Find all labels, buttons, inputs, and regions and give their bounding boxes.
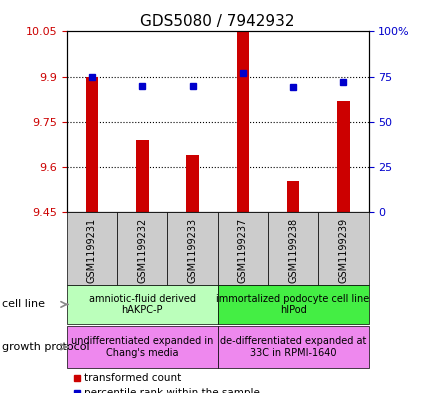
Text: de-differentiated expanded at
33C in RPMI-1640: de-differentiated expanded at 33C in RPM… [219, 336, 366, 358]
Text: GSM1199232: GSM1199232 [137, 217, 147, 283]
Bar [67, 285, 217, 324]
Text: growth protocol: growth protocol [2, 342, 89, 352]
Bar [86, 77, 98, 212]
Text: GSM1199238: GSM1199238 [287, 218, 298, 283]
Text: GSM1199239: GSM1199239 [338, 218, 347, 283]
Text: amniotic-fluid derived
hAKPC-P: amniotic-fluid derived hAKPC-P [89, 294, 195, 315]
Bar [336, 101, 349, 212]
Text: GSM1199231: GSM1199231 [87, 218, 97, 283]
Bar [67, 212, 117, 285]
Bar [186, 155, 198, 212]
Text: undifferentiated expanded in
Chang's media: undifferentiated expanded in Chang's med… [71, 336, 213, 358]
Text: immortalized podocyte cell line
hIPod: immortalized podocyte cell line hIPod [216, 294, 369, 315]
Text: transformed count: transformed count [84, 373, 181, 383]
Bar [135, 140, 148, 212]
Bar [317, 212, 368, 285]
Bar [217, 326, 368, 368]
Bar [267, 212, 317, 285]
Bar [217, 285, 368, 324]
Title: GDS5080 / 7942932: GDS5080 / 7942932 [140, 14, 294, 29]
Bar [217, 212, 267, 285]
Bar [236, 31, 249, 212]
Bar [67, 326, 217, 368]
Text: percentile rank within the sample: percentile rank within the sample [84, 388, 260, 393]
Text: GSM1199233: GSM1199233 [187, 218, 197, 283]
Text: cell line: cell line [2, 299, 45, 309]
Bar [286, 180, 299, 212]
Text: GSM1199237: GSM1199237 [237, 217, 247, 283]
Bar [167, 212, 217, 285]
Bar [117, 212, 167, 285]
